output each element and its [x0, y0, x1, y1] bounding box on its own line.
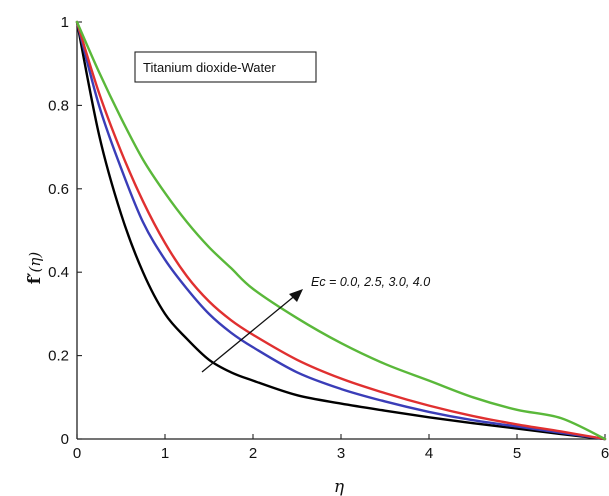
- x-tick-label: 2: [249, 445, 257, 462]
- y-tick-label: 0.8: [48, 97, 69, 114]
- y-axis-ticks: 0 0.2 0.4 0.6 0.8 1: [48, 14, 82, 448]
- x-tick-label: 3: [337, 445, 345, 462]
- y-axis-label: f′(η): [25, 252, 45, 285]
- x-axis-label: η: [334, 477, 345, 496]
- y-axis-label-main: f′: [25, 272, 45, 284]
- x-tick-label: 4: [425, 445, 433, 462]
- x-tick-label: 0: [73, 445, 81, 462]
- series-line-4: [75, 20, 607, 441]
- x-tick-label: 6: [601, 445, 609, 462]
- ec-annotation: Ec = 0.0, 2.5, 3.0, 4.0: [201, 275, 430, 373]
- x-tick-label: 5: [513, 445, 521, 462]
- series-line-1: [75, 20, 607, 441]
- legend: Titanium dioxide-Water: [134, 51, 317, 83]
- y-tick-label: 0.4: [48, 264, 69, 281]
- ec-annotation-text: Ec = 0.0, 2.5, 3.0, 4.0: [311, 275, 430, 289]
- legend-text: Titanium dioxide-Water: [143, 60, 276, 75]
- series-line-3: [75, 20, 607, 441]
- y-axis-label-arg: (η): [26, 252, 44, 273]
- x-axis-ticks: 0 1 2 3 4 5 6: [73, 434, 609, 462]
- series-lines: [75, 20, 607, 441]
- increase-arrow-head: [289, 289, 303, 302]
- y-tick-label: 0.6: [48, 181, 69, 198]
- series-line-2: [75, 20, 607, 441]
- y-tick-label: 0.2: [48, 348, 69, 365]
- plot-area: 0 1 2 3 4 5 6 0 0.2 0.4 0.6 0.8 1: [48, 14, 609, 462]
- legend-box: [134, 51, 317, 83]
- x-tick-label: 1: [161, 445, 169, 462]
- increase-arrow-line: [201, 293, 298, 373]
- y-tick-label: 0: [61, 431, 69, 448]
- y-tick-label: 1: [61, 14, 69, 31]
